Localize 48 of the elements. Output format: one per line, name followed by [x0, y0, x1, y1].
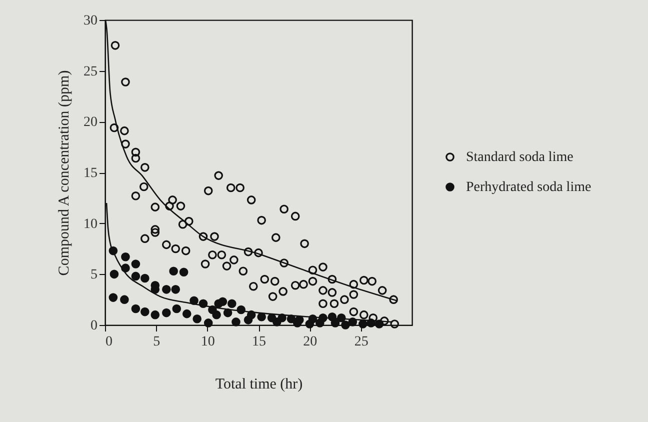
point [131, 260, 140, 268]
y-tick-label: 0 [90, 318, 98, 334]
point [140, 274, 150, 283]
point [192, 314, 202, 324]
legend-label: Perhydrated soda lime [466, 180, 592, 195]
point [330, 318, 340, 328]
legend-label: Standard soda lime [466, 150, 574, 165]
point [315, 318, 324, 328]
y-tick-label: 15 [84, 166, 98, 181]
point [227, 299, 236, 308]
y-tick-label: 25 [84, 64, 98, 80]
point [121, 252, 130, 262]
point [162, 285, 171, 294]
point [341, 320, 350, 330]
x-tick-label: 15 [252, 334, 266, 350]
point [218, 297, 228, 306]
point [150, 310, 160, 320]
x-tick-label: 10 [200, 334, 215, 350]
point [204, 318, 213, 328]
point [223, 308, 232, 318]
point [131, 304, 140, 314]
point [131, 272, 140, 281]
point [190, 296, 198, 305]
x-tick-label: 25 [354, 334, 368, 350]
x-axis-title: Total time (hr) [215, 376, 303, 392]
point [244, 316, 253, 324]
point [108, 293, 118, 302]
y-tick-label: 10 [84, 216, 98, 232]
point [172, 304, 182, 314]
y-tick-label: 20 [84, 115, 98, 130]
y-tick-label: 5 [90, 268, 98, 283]
point [272, 318, 282, 326]
point [120, 295, 129, 304]
y-axis-title: Compound A concentration (ppm) [56, 70, 72, 276]
point [140, 307, 150, 316]
point [182, 309, 192, 318]
point [232, 318, 240, 326]
point [171, 285, 180, 294]
point [179, 268, 188, 277]
x-tick-label: 20 [303, 334, 318, 350]
point [110, 270, 119, 279]
x-tick-label: 0 [106, 334, 112, 350]
x-tick-label: 5 [153, 334, 160, 350]
point [305, 320, 314, 328]
point [169, 266, 178, 276]
point [162, 308, 171, 318]
point [358, 320, 368, 328]
y-tick-label: 30 [84, 14, 98, 28]
